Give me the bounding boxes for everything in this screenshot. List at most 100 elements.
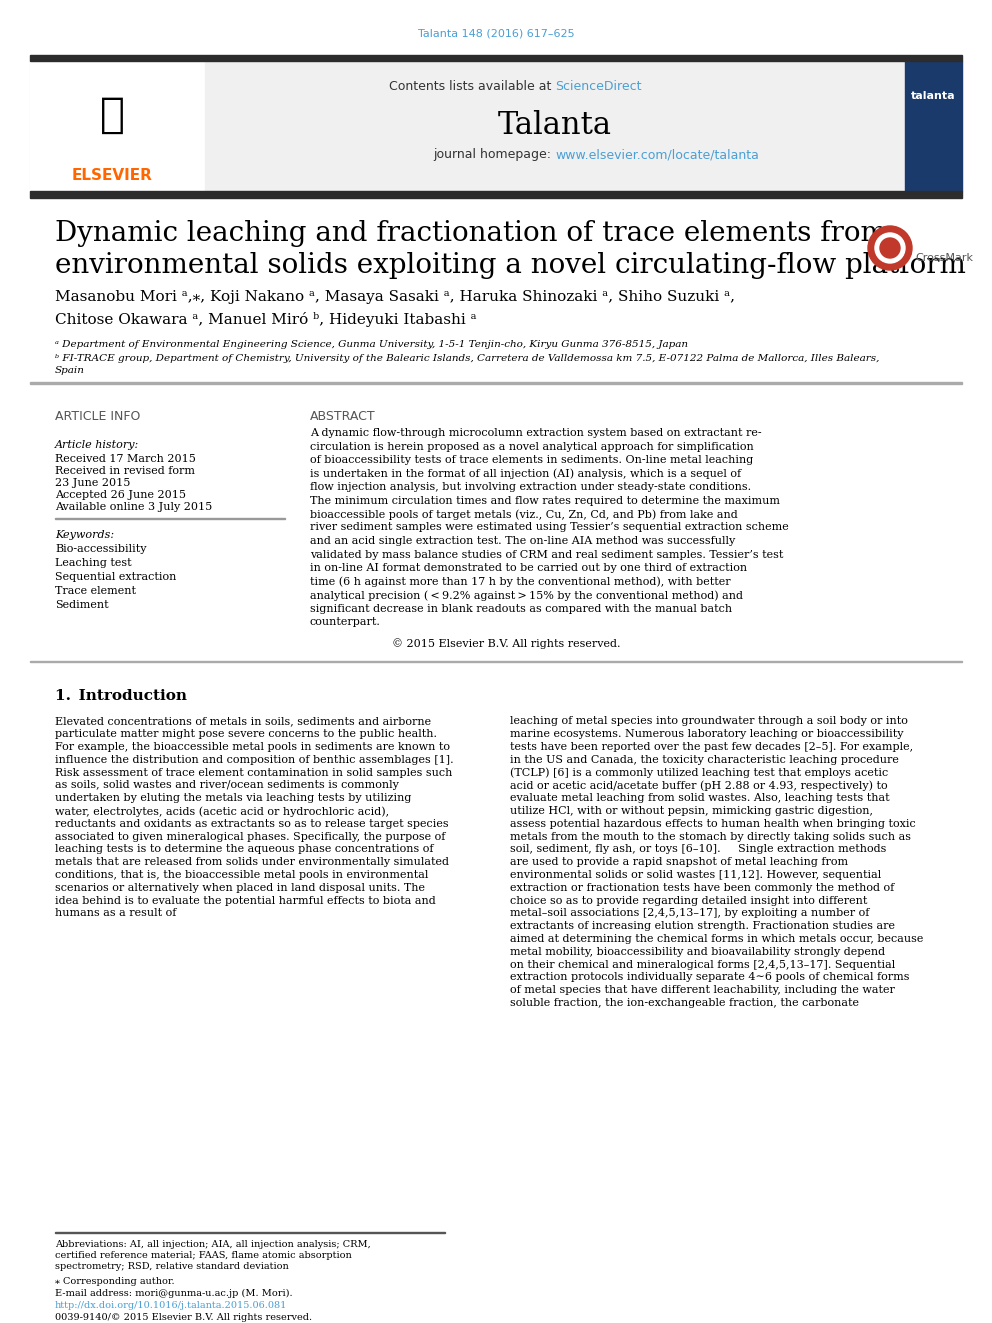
Text: Dynamic leaching and fractionation of trace elements from: Dynamic leaching and fractionation of tr…: [55, 220, 887, 247]
Text: Contents lists available at: Contents lists available at: [389, 79, 555, 93]
Text: Abbreviations: AI, all injection; AIA, all injection analysis; CRM,: Abbreviations: AI, all injection; AIA, a…: [55, 1240, 371, 1249]
Circle shape: [875, 233, 905, 263]
Bar: [905, 61, 962, 191]
Text: choice so as to provide regarding detailed insight into different: choice so as to provide regarding detail…: [510, 896, 867, 906]
Text: idea behind is to evaluate the potential harmful effects to biota and: idea behind is to evaluate the potential…: [55, 896, 435, 906]
Bar: [30, 61, 962, 191]
Text: particulate matter might pose severe concerns to the public health.: particulate matter might pose severe con…: [55, 729, 437, 740]
Text: 1. Introduction: 1. Introduction: [55, 688, 187, 703]
Text: scenarios or alternatively when placed in land disposal units. The: scenarios or alternatively when placed i…: [55, 882, 425, 893]
Circle shape: [868, 226, 912, 270]
Bar: [205, 61, 905, 191]
Text: E-mail address: mori@gunma-u.ac.jp (M. Mori).: E-mail address: mori@gunma-u.ac.jp (M. M…: [55, 1289, 293, 1298]
Text: ScienceDirect: ScienceDirect: [555, 79, 642, 93]
Text: influence the distribution and composition of benthic assemblages [1].: influence the distribution and compositi…: [55, 755, 453, 765]
Text: Trace element: Trace element: [55, 586, 136, 595]
Bar: [30, 191, 962, 198]
Text: http://dx.doi.org/10.1016/j.talanta.2015.06.081: http://dx.doi.org/10.1016/j.talanta.2015…: [55, 1301, 288, 1310]
Text: associated to given mineralogical phases. Specifically, the purpose of: associated to given mineralogical phases…: [55, 832, 445, 841]
Bar: [30, 56, 962, 61]
Text: © 2015 Elsevier B.V. All rights reserved.: © 2015 Elsevier B.V. All rights reserved…: [392, 639, 620, 650]
Bar: [30, 660, 962, 662]
Text: Bio-accessibility: Bio-accessibility: [55, 544, 147, 554]
Text: metals that are released from solids under environmentally simulated: metals that are released from solids und…: [55, 857, 449, 868]
Text: soluble fraction, the ion-exchangeable fraction, the carbonate: soluble fraction, the ion-exchangeable f…: [510, 998, 859, 1008]
Text: bioaccessible pools of target metals (viz., Cu, Zn, Cd, and Pb) from lake and: bioaccessible pools of target metals (vi…: [310, 509, 738, 520]
Text: utilize HCl, with or without pepsin, mimicking gastric digestion,: utilize HCl, with or without pepsin, mim…: [510, 806, 873, 816]
Text: Talanta: Talanta: [498, 110, 612, 142]
Text: Received 17 March 2015: Received 17 March 2015: [55, 454, 195, 464]
Text: Received in revised form: Received in revised form: [55, 466, 195, 476]
Text: ELSEVIER: ELSEVIER: [71, 168, 153, 183]
Text: Spain: Spain: [55, 366, 85, 374]
Text: The minimum circulation times and flow rates required to determine the maximum: The minimum circulation times and flow r…: [310, 496, 780, 505]
Text: (TCLP) [6] is a commonly utilized leaching test that employs acetic: (TCLP) [6] is a commonly utilized leachi…: [510, 767, 888, 778]
Text: in on-line AI format demonstrated to be carried out by one third of extraction: in on-line AI format demonstrated to be …: [310, 564, 747, 573]
Text: humans as a result of: humans as a result of: [55, 909, 177, 918]
Text: metal–soil associations [2,4,5,13–17], by exploiting a number of: metal–soil associations [2,4,5,13–17], b…: [510, 909, 869, 918]
Text: and an acid single extraction test. The on-line AIA method was successfully: and an acid single extraction test. The …: [310, 536, 735, 546]
Text: Elevated concentrations of metals in soils, sediments and airborne: Elevated concentrations of metals in soi…: [55, 717, 432, 726]
Text: undertaken by eluting the metals via leaching tests by utilizing: undertaken by eluting the metals via lea…: [55, 794, 412, 803]
Text: are used to provide a rapid snapshot of metal leaching from: are used to provide a rapid snapshot of …: [510, 857, 848, 868]
Text: soil, sediment, fly ash, or toys [6–10].     Single extraction methods: soil, sediment, fly ash, or toys [6–10].…: [510, 844, 887, 855]
Text: environmental solids or solid wastes [11,12]. However, sequential: environmental solids or solid wastes [11…: [510, 871, 881, 880]
Text: marine ecosystems. Numerous laboratory leaching or bioaccessibility: marine ecosystems. Numerous laboratory l…: [510, 729, 904, 740]
Text: reductants and oxidants as extractants so as to release target species: reductants and oxidants as extractants s…: [55, 819, 448, 830]
Text: certified reference material; FAAS, flame atomic absorption: certified reference material; FAAS, flam…: [55, 1252, 352, 1259]
Text: ᵇ FI-TRACE group, Department of Chemistry, University of the Balearic Islands, C: ᵇ FI-TRACE group, Department of Chemistr…: [55, 355, 879, 363]
Text: For example, the bioaccessible metal pools in sediments are known to: For example, the bioaccessible metal poo…: [55, 742, 450, 751]
Text: metal mobility, bioaccessibility and bioavailability strongly depend: metal mobility, bioaccessibility and bio…: [510, 947, 885, 957]
Circle shape: [880, 238, 900, 258]
Text: ᵃ Department of Environmental Engineering Science, Gunma University, 1-5-1 Tenji: ᵃ Department of Environmental Engineerin…: [55, 340, 688, 349]
Text: ⁎ Corresponding author.: ⁎ Corresponding author.: [55, 1277, 175, 1286]
Text: Article history:: Article history:: [55, 441, 139, 450]
Text: spectrometry; RSD, relative standard deviation: spectrometry; RSD, relative standard dev…: [55, 1262, 289, 1271]
Text: is undertaken in the format of all injection (AI) analysis, which is a sequel of: is undertaken in the format of all injec…: [310, 468, 741, 479]
Text: acid or acetic acid/acetate buffer (pH 2.88 or 4.93, respectively) to: acid or acetic acid/acetate buffer (pH 2…: [510, 781, 888, 791]
Text: circulation is herein proposed as a novel analytical approach for simplification: circulation is herein proposed as a nove…: [310, 442, 754, 451]
Text: on their chemical and mineralogical forms [2,4,5,13–17]. Sequential: on their chemical and mineralogical form…: [510, 959, 895, 970]
Bar: [30, 382, 962, 384]
Text: extraction or fractionation tests have been commonly the method of: extraction or fractionation tests have b…: [510, 882, 894, 893]
Text: talanta: talanta: [911, 91, 955, 101]
Text: time (6 h against more than 17 h by the conventional method), with better: time (6 h against more than 17 h by the …: [310, 577, 731, 587]
Text: 23 June 2015: 23 June 2015: [55, 478, 130, 488]
Text: aimed at determining the chemical forms in which metals occur, because: aimed at determining the chemical forms …: [510, 934, 924, 945]
Text: Keywords:: Keywords:: [55, 531, 114, 540]
Text: Talanta 148 (2016) 617–625: Talanta 148 (2016) 617–625: [418, 28, 574, 38]
Text: of bioaccessibility tests of trace elements in sediments. On-line metal leaching: of bioaccessibility tests of trace eleme…: [310, 455, 753, 464]
Text: assess potential hazardous effects to human health when bringing toxic: assess potential hazardous effects to hu…: [510, 819, 916, 830]
Bar: [30, 61, 205, 191]
Text: significant decrease in blank readouts as compared with the manual batch: significant decrease in blank readouts a…: [310, 603, 732, 614]
Text: environmental solids exploiting a novel сirculating-flow platform: environmental solids exploiting a novel …: [55, 251, 966, 279]
Text: counterpart.: counterpart.: [310, 617, 381, 627]
Text: flow injection analysis, but involving extraction under steady-state conditions.: flow injection analysis, but involving e…: [310, 482, 751, 492]
Text: Sequential extraction: Sequential extraction: [55, 572, 177, 582]
Text: Chitose Okawara ᵃ, Manuel Miró ᵇ, Hideyuki Itabashi ᵃ: Chitose Okawara ᵃ, Manuel Miró ᵇ, Hideyu…: [55, 312, 476, 327]
Text: river sediment samples were estimated using Tessier’s sequential extraction sche: river sediment samples were estimated us…: [310, 523, 789, 532]
Text: Risk assessment of trace element contamination in solid samples such: Risk assessment of trace element contami…: [55, 767, 452, 778]
Text: validated by mass balance studies of CRM and real sediment samples. Tessier’s te: validated by mass balance studies of CRM…: [310, 549, 784, 560]
Text: journal homepage:: journal homepage:: [433, 148, 555, 161]
Text: CrossMark: CrossMark: [915, 253, 973, 263]
Text: leaching tests is to determine the aqueous phase concentrations of: leaching tests is to determine the aqueo…: [55, 844, 434, 855]
Text: www.elsevier.com/locate/talanta: www.elsevier.com/locate/talanta: [555, 148, 759, 161]
Text: Sediment: Sediment: [55, 601, 109, 610]
Text: Accepted 26 June 2015: Accepted 26 June 2015: [55, 490, 186, 500]
Text: as soils, solid wastes and river/ocean sediments is commonly: as soils, solid wastes and river/ocean s…: [55, 781, 399, 791]
Text: extraction protocols individually separate 4∼6 pools of chemical forms: extraction protocols individually separa…: [510, 972, 910, 983]
Text: metals from the mouth to the stomach by directly taking solids such as: metals from the mouth to the stomach by …: [510, 832, 911, 841]
Text: Leaching test: Leaching test: [55, 558, 132, 568]
Text: Masanobu Mori ᵃ,⁎, Koji Nakano ᵃ, Masaya Sasaki ᵃ, Haruka Shinozaki ᵃ, Shiho Suz: Masanobu Mori ᵃ,⁎, Koji Nakano ᵃ, Masaya…: [55, 290, 735, 304]
Text: in the US and Canada, the toxicity characteristic leaching procedure: in the US and Canada, the toxicity chara…: [510, 755, 899, 765]
Text: analytical precision ( < 9.2% against > 15% by the conventional method) and: analytical precision ( < 9.2% against > …: [310, 590, 743, 601]
Text: A dynamic flow-through microcolumn extraction system based on extractant re-: A dynamic flow-through microcolumn extra…: [310, 429, 762, 438]
Text: 🌳: 🌳: [99, 94, 125, 136]
Text: evaluate metal leaching from solid wastes. Also, leaching tests that: evaluate metal leaching from solid waste…: [510, 794, 890, 803]
Text: of metal species that have different leachability, including the water: of metal species that have different lea…: [510, 986, 895, 995]
Text: tests have been reported over the past few decades [2–5]. For example,: tests have been reported over the past f…: [510, 742, 913, 751]
Text: 0039-9140/© 2015 Elsevier B.V. All rights reserved.: 0039-9140/© 2015 Elsevier B.V. All right…: [55, 1312, 312, 1322]
Text: water, electrolytes, acids (acetic acid or hydrochloric acid),: water, electrolytes, acids (acetic acid …: [55, 806, 389, 816]
Text: leaching of metal species into groundwater through a soil body or into: leaching of metal species into groundwat…: [510, 717, 908, 726]
